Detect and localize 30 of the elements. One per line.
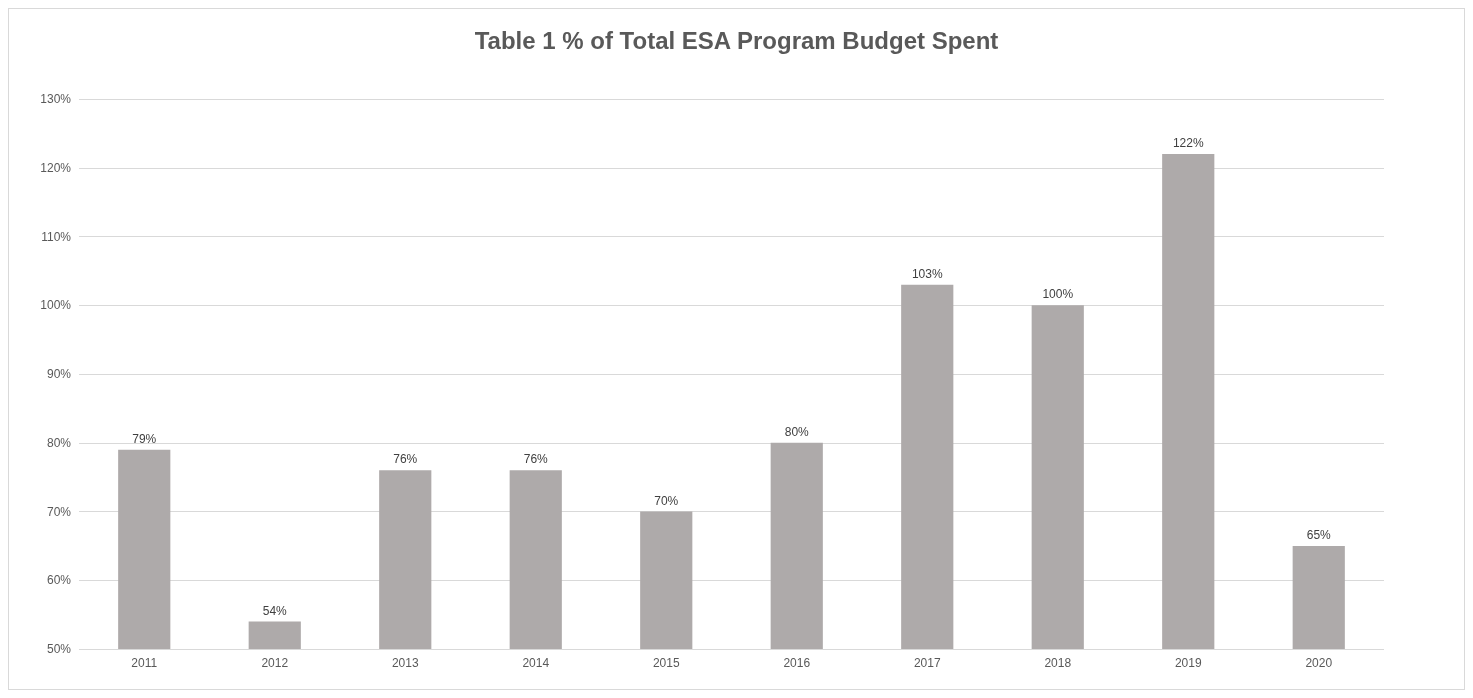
x-tick-label: 2019 [1174, 656, 1202, 670]
y-tick-label: 120% [40, 160, 72, 175]
y-tick-label: 50% [46, 642, 72, 656]
y-tick-label: 90% [46, 367, 72, 381]
x-tick-label: 2018 [1044, 656, 1072, 670]
data-label: 54% [262, 603, 288, 618]
data-label: 100% [1042, 287, 1074, 302]
x-tick-label: 2015 [652, 656, 680, 670]
data-label: 103% [911, 266, 943, 281]
y-tick-label: 100% [40, 298, 72, 313]
data-label: 70% [654, 493, 679, 508]
x-tick-label: 2011 [131, 656, 158, 670]
x-tick-label: 2014 [522, 656, 550, 670]
data-label: 76% [393, 452, 418, 467]
data-label: 65% [1306, 527, 1332, 542]
data-label: 76% [523, 452, 549, 467]
x-tick-label: 2016 [783, 656, 811, 670]
y-tick-label: 70% [46, 504, 72, 519]
y-tick-label: 60% [46, 573, 72, 588]
x-tick-label: 2020 [1305, 656, 1333, 670]
x-tick-label: 2012 [261, 656, 289, 670]
y-tick-label: 110% [41, 229, 72, 244]
data-label: 122% [1172, 136, 1204, 150]
chart-title: Table 1 % of Total ESA Program Budget Spent [474, 26, 999, 54]
x-tick-label: 2013 [391, 656, 419, 670]
y-tick-label: 130% [40, 92, 72, 106]
y-tick-label: 80% [46, 435, 72, 450]
data-label: 79% [132, 431, 157, 446]
data-label: 80% [784, 424, 810, 439]
x-tick-label: 2017 [913, 656, 941, 670]
